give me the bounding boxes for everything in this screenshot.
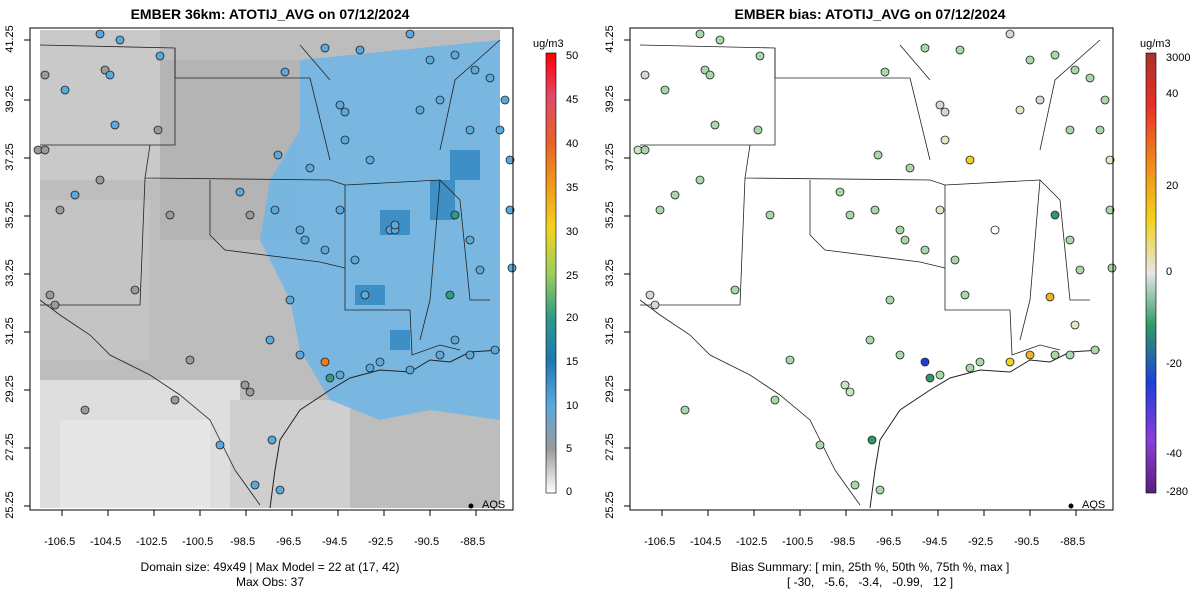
y-tick-label: 41.25 [604, 25, 616, 53]
y-tick-label: 27.25 [604, 433, 616, 461]
left-colorbar-tick: 20 [566, 312, 579, 324]
right-colorbar-tick: 3000 [1166, 52, 1191, 64]
left-legend-label: AQS [482, 499, 506, 511]
x-tick-label: -98.5 [830, 536, 856, 548]
y-tick-label: 39.25 [4, 85, 16, 113]
right-colorbar-tick: 20 [1166, 180, 1179, 192]
x-tick-label: -94.5 [922, 536, 948, 548]
y-tick-label: 25.25 [4, 491, 16, 519]
left-map-title: EMBER 36km: ATOTIJ_AVG on 07/12/2024 [130, 6, 410, 22]
x-tick-label: -90.5 [1014, 536, 1040, 548]
left-colorbar-tick: 0 [566, 486, 573, 498]
right-legend-marker [1068, 503, 1074, 509]
y-tick-label: 41.25 [4, 25, 16, 53]
y-tick-label: 33.25 [4, 259, 16, 287]
x-tick-label: -90.5 [414, 536, 440, 548]
x-tick-label: -88.5 [460, 536, 486, 548]
right-colorbar-tick: -40 [1166, 448, 1182, 460]
right-colorbar-tick: 0 [1166, 266, 1173, 278]
y-tick-label: 33.25 [604, 259, 616, 287]
right-state-boundaries [639, 39, 1101, 356]
y-tick-label: 37.25 [604, 143, 616, 171]
right-map-title: EMBER bias: ATOTIJ_AVG on 07/12/2024 [734, 6, 1006, 22]
x-tick-label: -92.5 [968, 536, 994, 548]
x-tick-label: -92.5 [368, 536, 394, 548]
left-map-panel: EMBER 36km: ATOTIJ_AVG on 07/12/2024 [4, 6, 579, 589]
left-colorbar-tick: 25 [566, 270, 579, 282]
y-tick-label: 25.25 [604, 491, 616, 519]
x-tick-label: -104.5 [90, 536, 122, 548]
y-tick-label: 31.25 [4, 317, 16, 345]
left-colorbar [545, 52, 557, 494]
left-legend-marker [468, 503, 474, 509]
x-tick-label: -100.5 [182, 536, 214, 548]
left-colorbar-tick: 40 [566, 138, 579, 150]
left-footer-line1: Domain size: 49x49 | Max Model = 22 at (… [140, 560, 400, 574]
right-colorbar-tick: -20 [1166, 358, 1182, 370]
x-tick-label: -96.5 [276, 536, 302, 548]
right-footer-line2: [ -30, -5.6, -3.4, -0.99, 12 ] [786, 575, 954, 589]
x-tick-label: -106.5 [644, 536, 676, 548]
left-map [24, 27, 557, 516]
x-tick-label: -100.5 [782, 536, 814, 548]
y-tick-label: 31.25 [604, 317, 616, 345]
left-colorbar-tick: 50 [566, 50, 579, 62]
right-colorbar-tick: 40 [1166, 88, 1179, 100]
x-tick-label: -102.5 [736, 536, 768, 548]
y-tick-label: 29.25 [604, 375, 616, 403]
left-colorbar-unit: ug/m3 [533, 38, 564, 50]
x-tick-label: -94.5 [322, 536, 348, 548]
y-tick-label: 35.25 [4, 201, 16, 229]
right-colorbar-unit: ug/m3 [1140, 38, 1171, 50]
x-tick-label: -96.5 [876, 536, 902, 548]
left-colorbar-tick: 35 [566, 182, 579, 194]
left-colorbar-tick: 15 [566, 356, 579, 368]
x-tick-label: -98.5 [230, 536, 256, 548]
right-map-panel: EMBER bias: ATOTIJ_AVG on 07/12/2024 [600, 0, 1200, 600]
right-colorbar [1145, 52, 1157, 494]
x-tick-label: -102.5 [136, 536, 168, 548]
y-tick-label: 39.25 [604, 85, 616, 113]
y-tick-label: 29.25 [4, 375, 16, 403]
x-tick-label: -104.5 [690, 536, 722, 548]
right-footer-line1: Bias Summary: [ min, 25th %, 50th %, 75t… [730, 560, 1010, 574]
left-colorbar-tick: 10 [566, 400, 579, 412]
left-colorbar-tick: 5 [566, 443, 573, 455]
left-colorbar-tick: 45 [566, 94, 579, 106]
right-bias-sites [633, 29, 1117, 495]
left-observation-sites [33, 29, 517, 495]
right-colorbar-tick: -280 [1166, 486, 1189, 498]
left-coastline [269, 349, 501, 509]
left-state-boundaries [39, 39, 501, 356]
left-footer-line2: Max Obs: 37 [235, 575, 305, 589]
right-map [624, 27, 1157, 516]
y-tick-label: 35.25 [604, 201, 616, 229]
x-tick-label: -88.5 [1060, 536, 1086, 548]
right-coastline [869, 349, 1101, 509]
x-tick-label: -106.5 [44, 536, 76, 548]
left-colorbar-tick: 30 [566, 226, 579, 238]
y-tick-label: 37.25 [4, 143, 16, 171]
y-tick-label: 27.25 [4, 433, 16, 461]
right-legend-label: AQS [1082, 499, 1106, 511]
